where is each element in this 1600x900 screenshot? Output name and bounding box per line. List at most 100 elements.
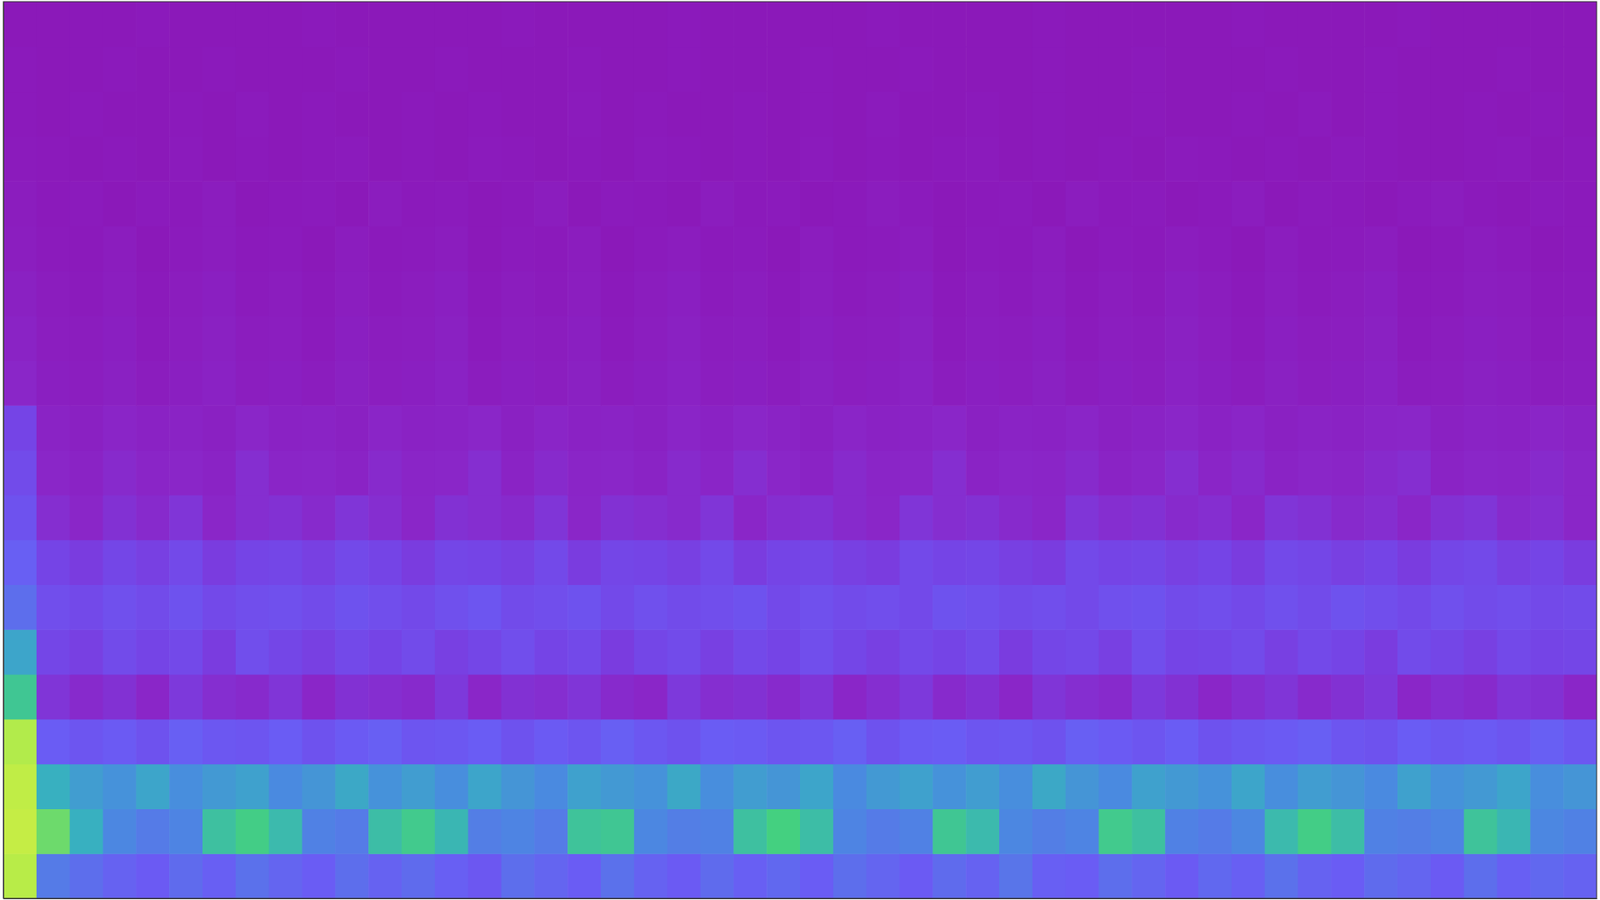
heat-cell — [468, 1, 502, 47]
heat-cell — [135, 225, 170, 271]
heat-cell — [169, 495, 203, 540]
heat-cell — [999, 360, 1033, 405]
heat-cell — [1198, 719, 1232, 765]
heat-cell — [1397, 629, 1431, 675]
heat-cell — [269, 91, 303, 137]
heat-cell — [1364, 808, 1398, 854]
heat-cell — [169, 450, 203, 495]
heat-cell — [269, 46, 303, 92]
heat-cell — [534, 1, 568, 47]
heat-cell — [1298, 225, 1332, 271]
heat-cell — [766, 584, 800, 630]
heat-cell — [1298, 46, 1332, 92]
heat-cell — [1464, 46, 1498, 92]
heat-cell — [567, 315, 601, 361]
heat-cell — [435, 1, 469, 47]
heat-cell — [335, 180, 369, 226]
heat-cell — [1131, 46, 1165, 92]
heat-cell — [1265, 808, 1299, 854]
heat-cell — [435, 719, 469, 765]
heat-cell — [3, 360, 37, 405]
heat-cell — [235, 629, 270, 675]
heat-cell — [766, 719, 800, 765]
heat-cell — [600, 540, 635, 585]
heat-cell — [766, 360, 800, 405]
heat-cell — [600, 764, 635, 810]
heat-cell — [866, 135, 900, 181]
heat-cell — [932, 360, 966, 405]
heat-cell — [103, 225, 137, 271]
heat-cell — [435, 270, 469, 316]
heat-cell — [501, 584, 535, 630]
heat-cell — [766, 180, 800, 226]
heat-cell — [667, 584, 701, 630]
heat-cell — [103, 540, 137, 585]
heat-cell — [302, 405, 336, 450]
heat-cell — [900, 764, 934, 810]
heat-cell — [1065, 853, 1100, 899]
heat-cell — [1563, 1, 1597, 47]
heat-cell — [833, 405, 867, 450]
heat-cell — [700, 315, 735, 361]
heat-cell — [733, 405, 767, 450]
heat-cell — [235, 270, 270, 316]
heat-cell — [368, 270, 402, 316]
heat-cell — [435, 450, 469, 495]
heat-cell — [401, 674, 435, 720]
heat-cell — [1065, 135, 1100, 181]
heat-cell — [70, 674, 104, 720]
heat-cell — [700, 674, 735, 720]
heat-cell — [900, 315, 934, 361]
heat-cell — [70, 405, 104, 450]
heat-cell — [1464, 808, 1498, 854]
heat-cell — [534, 405, 568, 450]
heat-cell — [700, 180, 735, 226]
heat-cell — [600, 584, 635, 630]
heat-cell — [1198, 180, 1232, 226]
heat-cell — [1131, 180, 1165, 226]
heat-cell — [1231, 584, 1265, 630]
heat-cell — [1165, 360, 1199, 405]
heat-cell — [534, 719, 568, 765]
heat-cell — [1032, 360, 1066, 405]
heat-cell — [733, 91, 767, 137]
heat-cell — [1231, 91, 1265, 137]
heat-cell — [1265, 270, 1299, 316]
heat-cell — [435, 674, 469, 720]
heat-cell — [501, 719, 535, 765]
heat-cell — [833, 629, 867, 675]
heat-cell — [1364, 584, 1398, 630]
heat-cell — [1131, 584, 1165, 630]
heat-cell — [468, 135, 502, 181]
heat-cell — [269, 225, 303, 271]
heat-cell — [1364, 450, 1398, 495]
heat-cell — [368, 405, 402, 450]
heat-cell — [900, 405, 934, 450]
heat-cell — [202, 495, 236, 540]
heat-cell — [135, 270, 170, 316]
heat-cell — [202, 360, 236, 405]
heat-cell — [3, 46, 37, 92]
heat-cell — [567, 1, 601, 47]
heat-cell — [1065, 46, 1100, 92]
heat-cell — [1165, 540, 1199, 585]
heat-cell — [269, 540, 303, 585]
heat-cell — [401, 719, 435, 765]
heat-cell — [468, 360, 502, 405]
heat-cell — [235, 674, 270, 720]
heat-cell — [1131, 270, 1165, 316]
heat-cell — [965, 629, 1000, 675]
heat-cell — [634, 629, 668, 675]
heat-cell — [634, 808, 668, 854]
heat-cell — [965, 405, 1000, 450]
heat-cell — [1131, 360, 1165, 405]
heat-cell — [700, 46, 735, 92]
heat-cell — [401, 225, 435, 271]
heat-cell — [600, 719, 635, 765]
heat-cell — [965, 540, 1000, 585]
heat-cell — [36, 629, 70, 675]
heat-cell — [1298, 495, 1332, 540]
heat-cell — [1231, 405, 1265, 450]
heat-cell — [1065, 450, 1100, 495]
heat-cell — [235, 315, 270, 361]
